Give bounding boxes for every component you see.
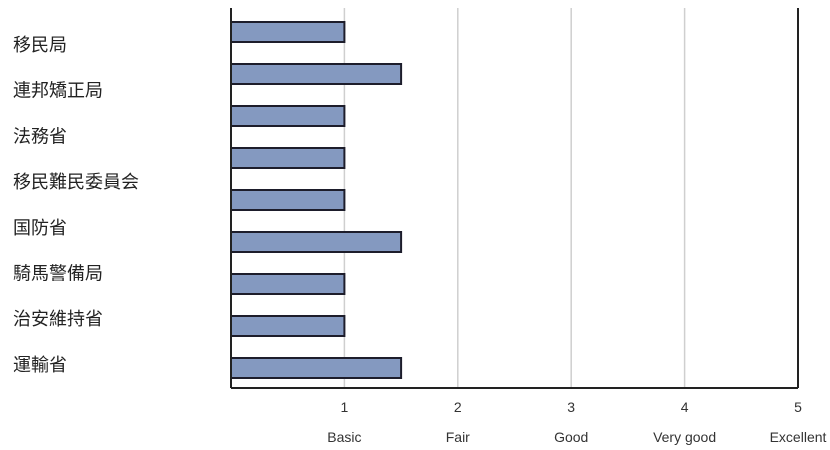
category-label-2: 連邦矯正局 bbox=[13, 81, 103, 102]
bar-6 bbox=[230, 231, 403, 253]
x-axis-ticks: 1 Basic 2 Fair 3 Good 4 Very good 5 Excellent bbox=[327, 399, 826, 445]
axes bbox=[230, 8, 798, 389]
x-tick-label-5: Excellent bbox=[770, 429, 827, 445]
bar-7 bbox=[230, 273, 346, 295]
category-label-8: 運輸省 bbox=[13, 355, 67, 376]
bar-4 bbox=[230, 147, 346, 169]
category-label-7: 治安維持省 bbox=[13, 309, 103, 330]
bar-1 bbox=[230, 21, 346, 43]
x-tick-value-5: 5 bbox=[794, 399, 802, 415]
category-label-6: 騎馬警備局 bbox=[13, 264, 103, 285]
bar-5 bbox=[230, 189, 346, 211]
x-tick-value-1: 1 bbox=[341, 399, 349, 415]
x-tick-label-2: Fair bbox=[446, 429, 470, 445]
x-tick-value-3: 3 bbox=[567, 399, 575, 415]
bars bbox=[230, 21, 403, 379]
category-label-3: 法務省 bbox=[13, 126, 67, 147]
bar-9 bbox=[230, 357, 403, 379]
bar-8 bbox=[230, 315, 346, 337]
x-tick-value-2: 2 bbox=[454, 399, 462, 415]
category-label-5: 国防省 bbox=[13, 218, 67, 239]
x-tick-label-4: Very good bbox=[653, 429, 716, 445]
category-label-4: 移民難民委員会 bbox=[13, 172, 139, 193]
x-tick-label-1: Basic bbox=[327, 429, 361, 445]
bar-3 bbox=[230, 105, 346, 127]
grid-lines bbox=[343, 8, 799, 388]
bar-2 bbox=[230, 63, 403, 85]
x-tick-value-4: 4 bbox=[681, 399, 689, 415]
category-label-1: 移民局 bbox=[13, 35, 67, 56]
x-tick-label-3: Good bbox=[554, 429, 588, 445]
